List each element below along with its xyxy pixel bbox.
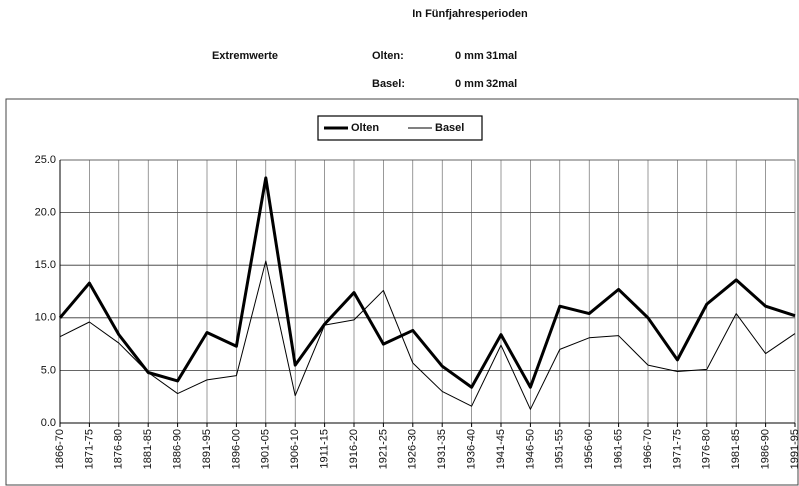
x-tick-label: 1886-90 bbox=[172, 429, 184, 469]
x-tick-label: 1901-05 bbox=[260, 429, 272, 469]
y-tick-label: 15.0 bbox=[35, 259, 56, 271]
x-tick-label: 1991-95 bbox=[789, 429, 799, 469]
x-tick-label: 1906-10 bbox=[289, 429, 301, 469]
x-tick-label: 1961-65 bbox=[613, 429, 625, 469]
x-tick-label: 1921-25 bbox=[377, 429, 389, 469]
legend-label: Basel bbox=[435, 122, 464, 134]
x-tick-label: 1896-00 bbox=[230, 429, 242, 469]
x-tick-label: 1946-50 bbox=[524, 429, 536, 469]
x-tick-label: 1931-35 bbox=[436, 429, 448, 469]
x-tick-label: 1976-80 bbox=[701, 429, 713, 469]
x-tick-label: 1871-75 bbox=[83, 429, 95, 469]
x-tick-label: 1926-30 bbox=[407, 429, 419, 469]
legend-label: Olten bbox=[351, 122, 379, 134]
y-tick-label: 5.0 bbox=[41, 364, 56, 376]
extreme-count: 32mal bbox=[486, 78, 517, 90]
y-tick-label: 0.0 bbox=[41, 417, 56, 429]
line-series bbox=[59, 260, 796, 410]
x-tick-label: 1881-85 bbox=[142, 429, 154, 469]
station: Basel: bbox=[372, 78, 405, 90]
chart-frame bbox=[5, 98, 799, 486]
y-tick-label: 20.0 bbox=[35, 207, 56, 219]
x-tick-label: 1936-40 bbox=[466, 429, 478, 469]
x-tick-label: 1971-75 bbox=[671, 429, 683, 469]
extreme-value: 0 mm bbox=[455, 78, 484, 90]
line-series bbox=[58, 176, 796, 389]
x-tick-label: 1941-45 bbox=[495, 429, 507, 469]
x-tick-label: 1966-70 bbox=[642, 429, 654, 469]
x-tick-label: 1956-60 bbox=[583, 429, 595, 469]
x-tick-label: 1891-95 bbox=[201, 429, 213, 469]
extremes-label: Extremwerte bbox=[212, 50, 278, 62]
extreme-count: 31mal bbox=[486, 50, 517, 62]
x-tick-label: 1986-90 bbox=[760, 429, 772, 469]
y-tick-label: 25.0 bbox=[35, 154, 56, 166]
extreme-value: 0 mm bbox=[455, 50, 484, 62]
x-tick-label: 1876-80 bbox=[113, 429, 125, 469]
x-tick-label: 1911-15 bbox=[319, 429, 331, 469]
y-tick-label: 10.0 bbox=[35, 312, 56, 324]
x-tick-label: 1916-20 bbox=[348, 429, 360, 469]
subtitle: In Fünfjahresperioden bbox=[412, 8, 528, 20]
x-tick-label: 1866-70 bbox=[54, 429, 66, 469]
x-tick-label: 1981-85 bbox=[730, 429, 742, 469]
x-tick-label: 1951-55 bbox=[554, 429, 566, 469]
station: Olten: bbox=[372, 50, 404, 62]
